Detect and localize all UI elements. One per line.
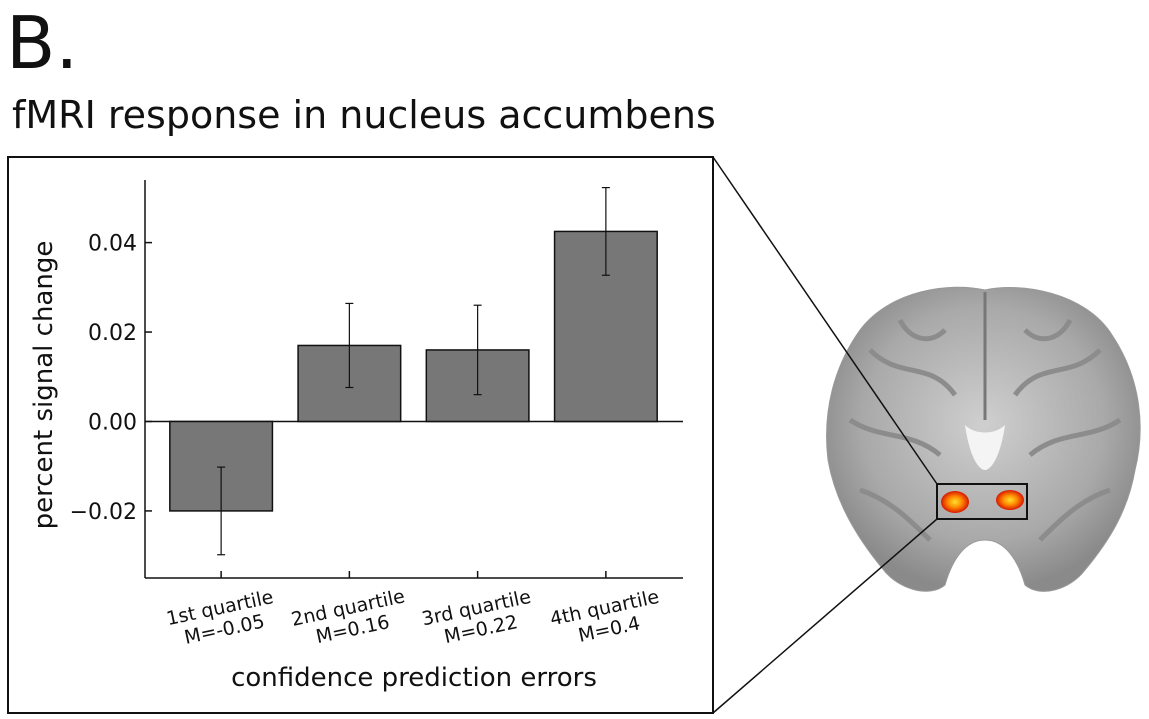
- panel-label: B.: [6, 1, 78, 85]
- y-tick-label: −0.02: [70, 500, 137, 525]
- brain-image: [713, 157, 1140, 713]
- y-tick-label: 0.02: [88, 321, 137, 346]
- y-axis-label: percent signal change: [29, 241, 59, 530]
- y-tick-label: 0.04: [88, 232, 137, 257]
- chart-title: fMRI response in nucleus accumbens: [12, 93, 716, 137]
- y-tick-label: 0.00: [88, 410, 137, 435]
- figure: B. fMRI response in nucleus accumbens pe…: [0, 0, 1149, 715]
- x-axis-label: confidence prediction errors: [231, 663, 597, 693]
